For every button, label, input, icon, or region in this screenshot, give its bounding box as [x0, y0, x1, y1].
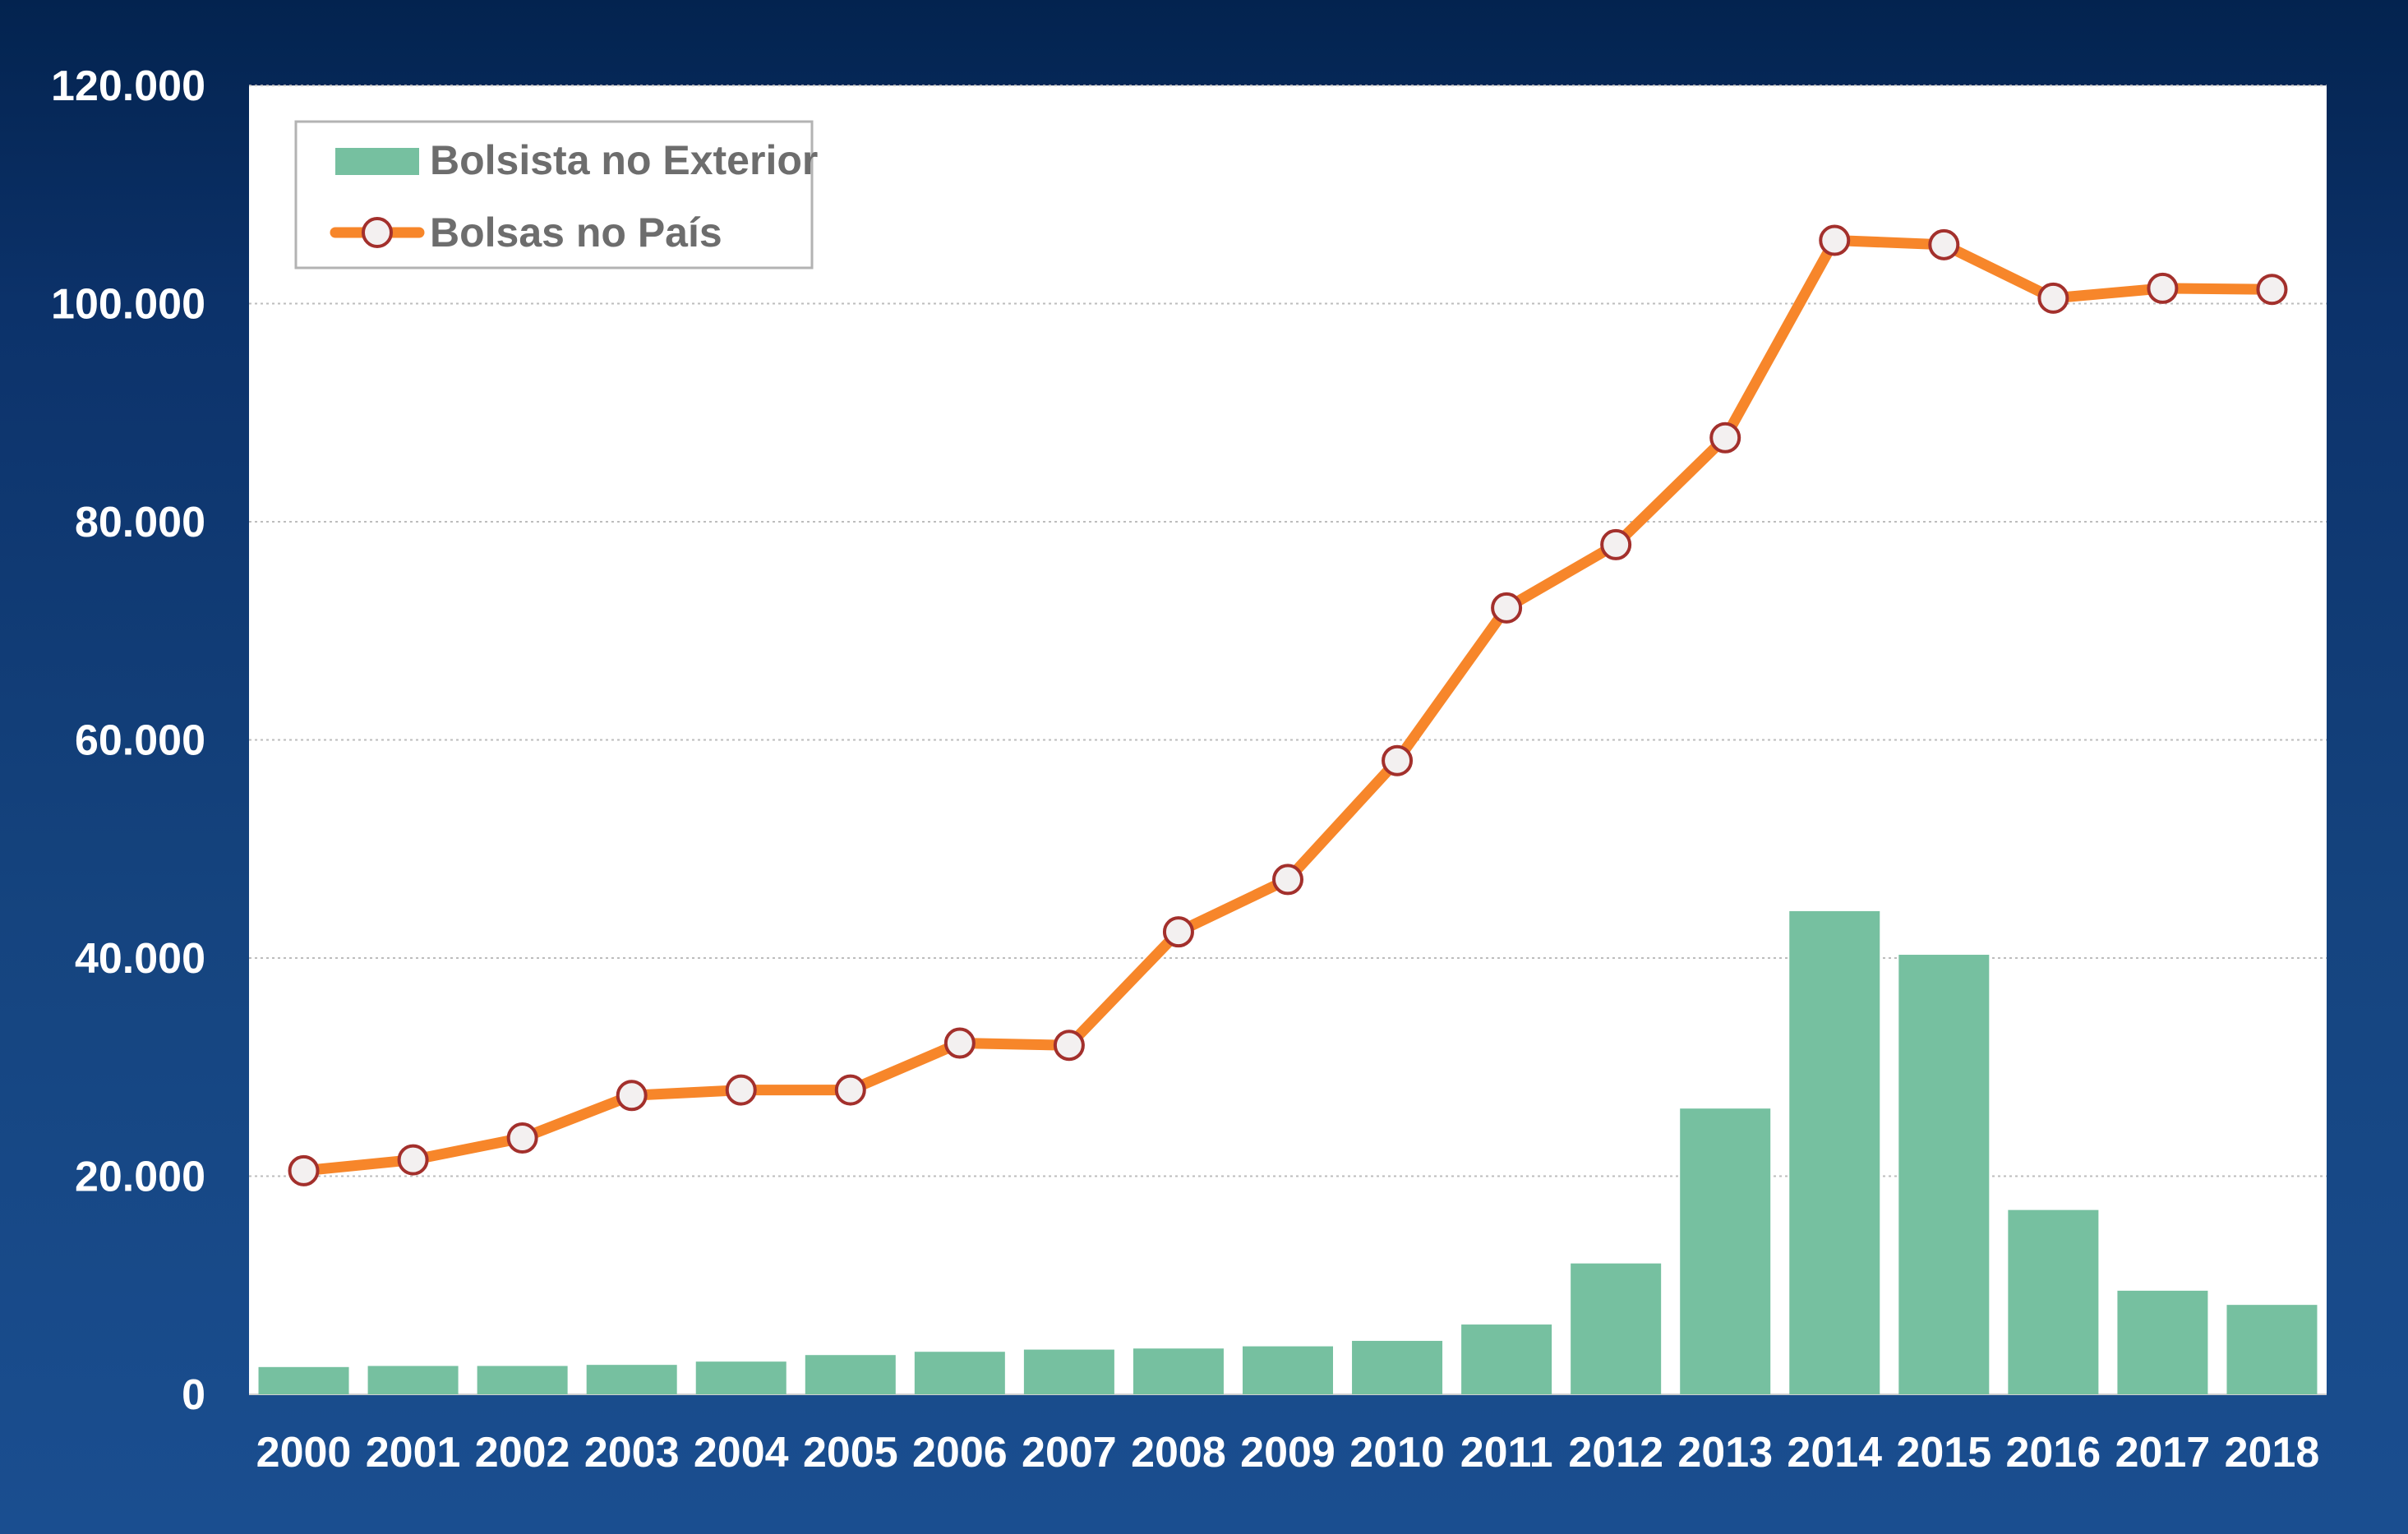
x-tick-label: 2014 [1787, 1429, 1882, 1476]
bar-bolsista-no-exterior-2006 [914, 1352, 1005, 1394]
x-tick-label: 2012 [1568, 1429, 1663, 1476]
y-tick-label: 60.000 [75, 717, 205, 765]
point-bolsas-no-pais-2017 [2147, 272, 2179, 304]
bar-bolsista-no-exterior-2017 [2117, 1290, 2208, 1394]
x-tick-label: 2002 [475, 1429, 570, 1476]
x-tick-label: 2013 [1677, 1429, 1773, 1476]
x-tick-label: 2003 [584, 1429, 680, 1476]
legend-swatch-bolsista-no-exterior [335, 148, 419, 175]
bar-bolsista-no-exterior-2014 [1789, 910, 1880, 1394]
point-bolsas-no-pais-2004 [725, 1074, 757, 1106]
point-bolsas-no-pais-2000 [288, 1154, 320, 1186]
line-series [288, 224, 2288, 1186]
point-bolsas-no-pais-2014 [1819, 224, 1851, 256]
point-bolsas-no-pais-2007 [1053, 1030, 1085, 1062]
bar-bolsista-no-exterior-2002 [477, 1366, 568, 1394]
point-bolsas-no-pais-2016 [2037, 282, 2069, 314]
x-tick-label: 2000 [256, 1429, 352, 1476]
y-tick-label: 120.000 [51, 62, 205, 110]
point-bolsas-no-pais-2012 [1600, 528, 1632, 560]
point-bolsas-no-pais-2006 [943, 1027, 976, 1059]
x-tick-label: 2017 [2115, 1429, 2211, 1476]
legend: Bolsista no Exterior Bolsas no País [294, 120, 818, 269]
y-tick-label: 100.000 [51, 281, 205, 329]
bar-bolsista-no-exterior-2003 [586, 1365, 677, 1394]
bar-bolsista-no-exterior-2007 [1023, 1349, 1114, 1394]
bar-bolsista-no-exterior-2009 [1243, 1346, 1333, 1394]
bar-series [258, 910, 2318, 1394]
x-tick-label: 2018 [2225, 1429, 2320, 1476]
point-bolsas-no-pais-2015 [1928, 228, 1960, 260]
bar-bolsista-no-exterior-2000 [258, 1366, 349, 1394]
point-bolsas-no-pais-2018 [2256, 274, 2288, 306]
bar-bolsista-no-exterior-2012 [1571, 1263, 1662, 1394]
bar-bolsista-no-exterior-2015 [1898, 955, 1990, 1394]
legend-label-bolsas-no-pais: Bolsas no País [430, 210, 722, 256]
bar-bolsista-no-exterior-2004 [695, 1361, 787, 1394]
bar-bolsista-no-exterior-2001 [367, 1366, 459, 1394]
point-bolsas-no-pais-2010 [1382, 744, 1414, 776]
bar-bolsista-no-exterior-2013 [1680, 1108, 1771, 1394]
bar-bolsista-no-exterior-2008 [1132, 1348, 1224, 1394]
x-tick-label: 2007 [1022, 1429, 1117, 1476]
point-bolsas-no-pais-2013 [1709, 422, 1741, 454]
bar-bolsista-no-exterior-2011 [1461, 1324, 1552, 1394]
x-tick-label: 2004 [694, 1429, 789, 1476]
point-bolsas-no-pais-2009 [1272, 864, 1303, 896]
legend-marker-bolsas-no-pais [362, 217, 393, 248]
point-bolsas-no-pais-2005 [834, 1074, 866, 1106]
x-axis-ticks: 2000 2001 2002 2003 2004 2005 2006 2007 2008 2009… [256, 1429, 2320, 1476]
x-tick-label: 2008 [1131, 1429, 1226, 1476]
point-bolsas-no-pais-2008 [1162, 916, 1194, 948]
bar-bolsista-no-exterior-2016 [2008, 1209, 2099, 1394]
x-tick-label: 2009 [1240, 1429, 1335, 1476]
y-tick-label: 20.000 [75, 1154, 205, 1201]
point-bolsas-no-pais-2003 [616, 1080, 648, 1112]
legend-label-bolsista-no-exterior: Bolsista no Exterior [430, 137, 818, 183]
y-tick-label: 0 [182, 1371, 205, 1419]
point-bolsas-no-pais-2001 [397, 1144, 429, 1176]
x-tick-label: 2010 [1349, 1429, 1445, 1476]
x-tick-label: 2006 [912, 1429, 1008, 1476]
x-tick-label: 2011 [1460, 1429, 1553, 1476]
point-bolsas-no-pais-2002 [506, 1122, 538, 1154]
x-tick-label: 2005 [803, 1429, 898, 1476]
y-axis-ticks: 0 20.000 40.000 60.000 80.000 100.000 120.000 [51, 62, 205, 1419]
bar-bolsista-no-exterior-2010 [1352, 1340, 1443, 1394]
y-tick-label: 80.000 [75, 499, 205, 546]
x-tick-label: 2001 [366, 1429, 461, 1476]
x-tick-label: 2016 [2006, 1429, 2101, 1476]
point-bolsas-no-pais-2011 [1491, 592, 1523, 624]
x-tick-label: 2015 [1896, 1429, 1991, 1476]
bar-bolsista-no-exterior-2018 [2226, 1305, 2318, 1394]
bar-bolsista-no-exterior-2005 [805, 1355, 896, 1394]
y-tick-label: 40.000 [75, 935, 205, 983]
